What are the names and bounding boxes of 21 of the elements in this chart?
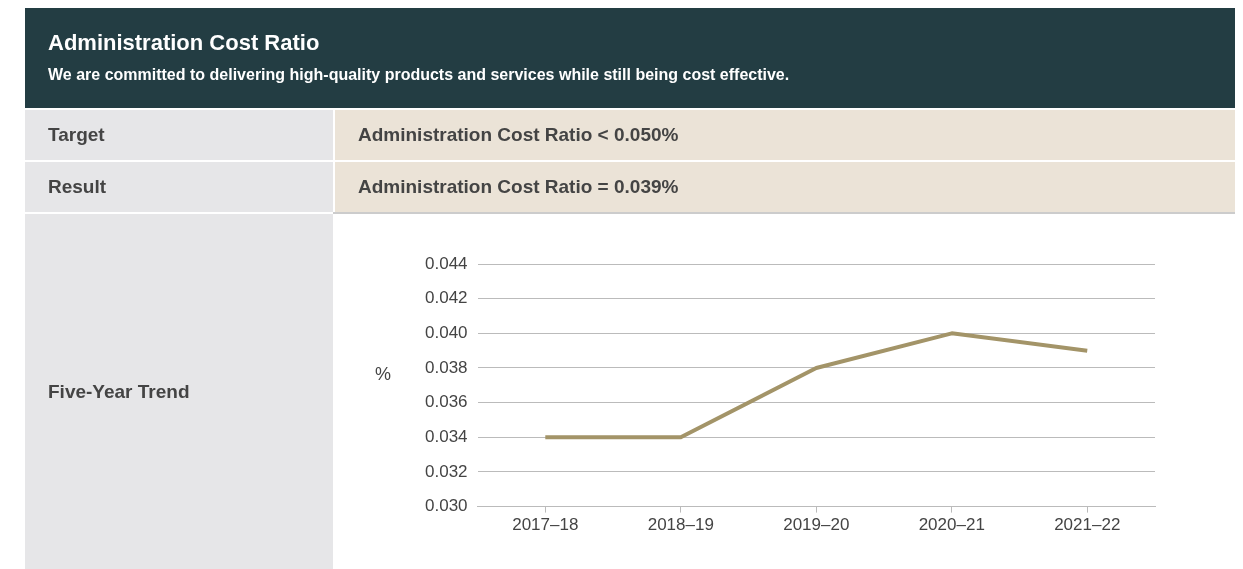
text: Administration Cost Ratio xyxy=(48,30,320,56)
text: Administration Cost Ratio < 0.050% xyxy=(335,110,1235,160)
text: Result xyxy=(25,162,333,212)
y-axis-title: % xyxy=(374,364,392,385)
y-tick-label: 0.032 xyxy=(424,461,468,481)
y-tick-label: 0.034 xyxy=(424,426,468,446)
text: Target xyxy=(25,110,333,160)
y-tick-label: 0.042 xyxy=(424,288,468,308)
text: Five-Year Trend xyxy=(25,214,333,569)
text: Administration Cost Ratio = 0.039% xyxy=(335,162,1235,212)
y-tick-label: 0.044 xyxy=(424,253,468,273)
y-tick-label: 0.040 xyxy=(424,323,468,342)
x-tick-label: 2019–20 xyxy=(783,515,850,535)
x-tick-label: 2017–18 xyxy=(512,515,579,535)
x-tick-label: 2021–22 xyxy=(1054,515,1121,535)
y-tick-label: 0.038 xyxy=(424,357,468,377)
x-tick-label: 2018–19 xyxy=(647,515,714,535)
chart-subtitle: We are committed to delivering high-quality products and services while still being cost effective. xyxy=(48,66,790,84)
y-tick-label: 0.030 xyxy=(424,496,468,516)
y-tick-label: 0.036 xyxy=(424,392,468,412)
x-tick-label: 2020–21 xyxy=(918,515,985,535)
